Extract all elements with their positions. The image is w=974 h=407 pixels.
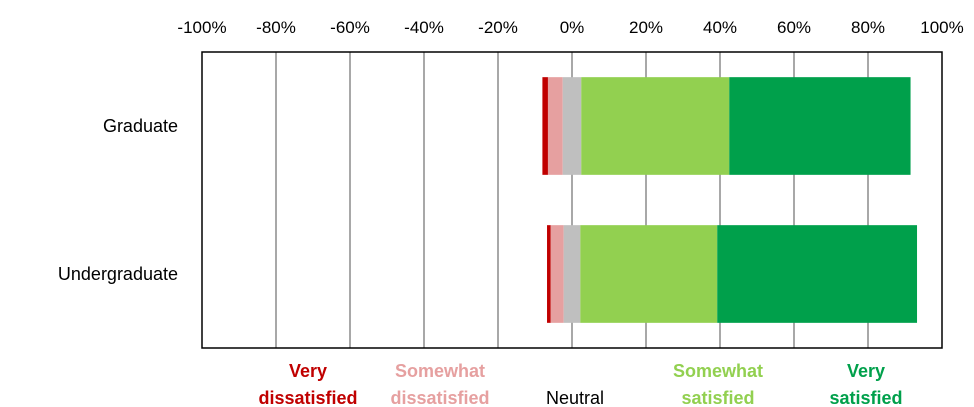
bar-segment — [563, 225, 581, 323]
x-tick-label: 80% — [851, 18, 885, 37]
bar-segment — [547, 225, 551, 323]
legend-item: Neutral — [546, 388, 604, 407]
x-tick-label: -80% — [256, 18, 296, 37]
x-tick-label: 60% — [777, 18, 811, 37]
bar-segment — [547, 77, 563, 175]
x-tick-label: -60% — [330, 18, 370, 37]
x-tick-label: -100% — [177, 18, 226, 37]
x-tick-label: 40% — [703, 18, 737, 37]
legend-label-line: Somewhat — [395, 361, 485, 381]
bar-segment — [717, 225, 918, 323]
x-tick-label: -40% — [404, 18, 444, 37]
legend-label-line: satisfied — [681, 388, 754, 407]
category-label: Graduate — [103, 116, 178, 136]
bar-segment — [550, 225, 564, 323]
legend-label-line: dissatisfied — [258, 388, 357, 407]
plot-frame — [201, 51, 943, 349]
legend-item: Very satisfied — [829, 361, 902, 407]
x-tick-label: 20% — [629, 18, 663, 37]
bar-segment — [729, 77, 911, 175]
legend-item: Somewhat dissatisfied — [390, 361, 489, 407]
legend-label-line: Neutral — [546, 388, 604, 407]
legend-label-line: Very — [289, 361, 327, 381]
bar-segment — [580, 225, 718, 323]
x-tick-label: -20% — [478, 18, 518, 37]
legend-item: Somewhat satisfied — [673, 361, 763, 407]
legend: Very dissatisfied Somewhat dissatisfied Neut… — [258, 361, 902, 407]
category-label: Undergraduate — [58, 264, 178, 284]
x-tick-label: 0% — [560, 18, 585, 37]
legend-label-line: satisfied — [829, 388, 902, 407]
bars — [542, 77, 918, 323]
legend-item: Very dissatisfied — [258, 361, 357, 407]
category-labels: Graduate Undergraduate — [58, 116, 178, 284]
legend-label-line: dissatisfied — [390, 388, 489, 407]
x-axis-ticks: -100% -80% -60% -40% -20% 0% 20% 40% 60% 80% 100% — [177, 18, 963, 37]
bar-segment — [581, 77, 730, 175]
legend-label-line: Very — [847, 361, 885, 381]
legend-label-line: Somewhat — [673, 361, 763, 381]
bar-segment — [542, 77, 548, 175]
bar-segment — [562, 77, 582, 175]
x-tick-label: 100% — [920, 18, 963, 37]
